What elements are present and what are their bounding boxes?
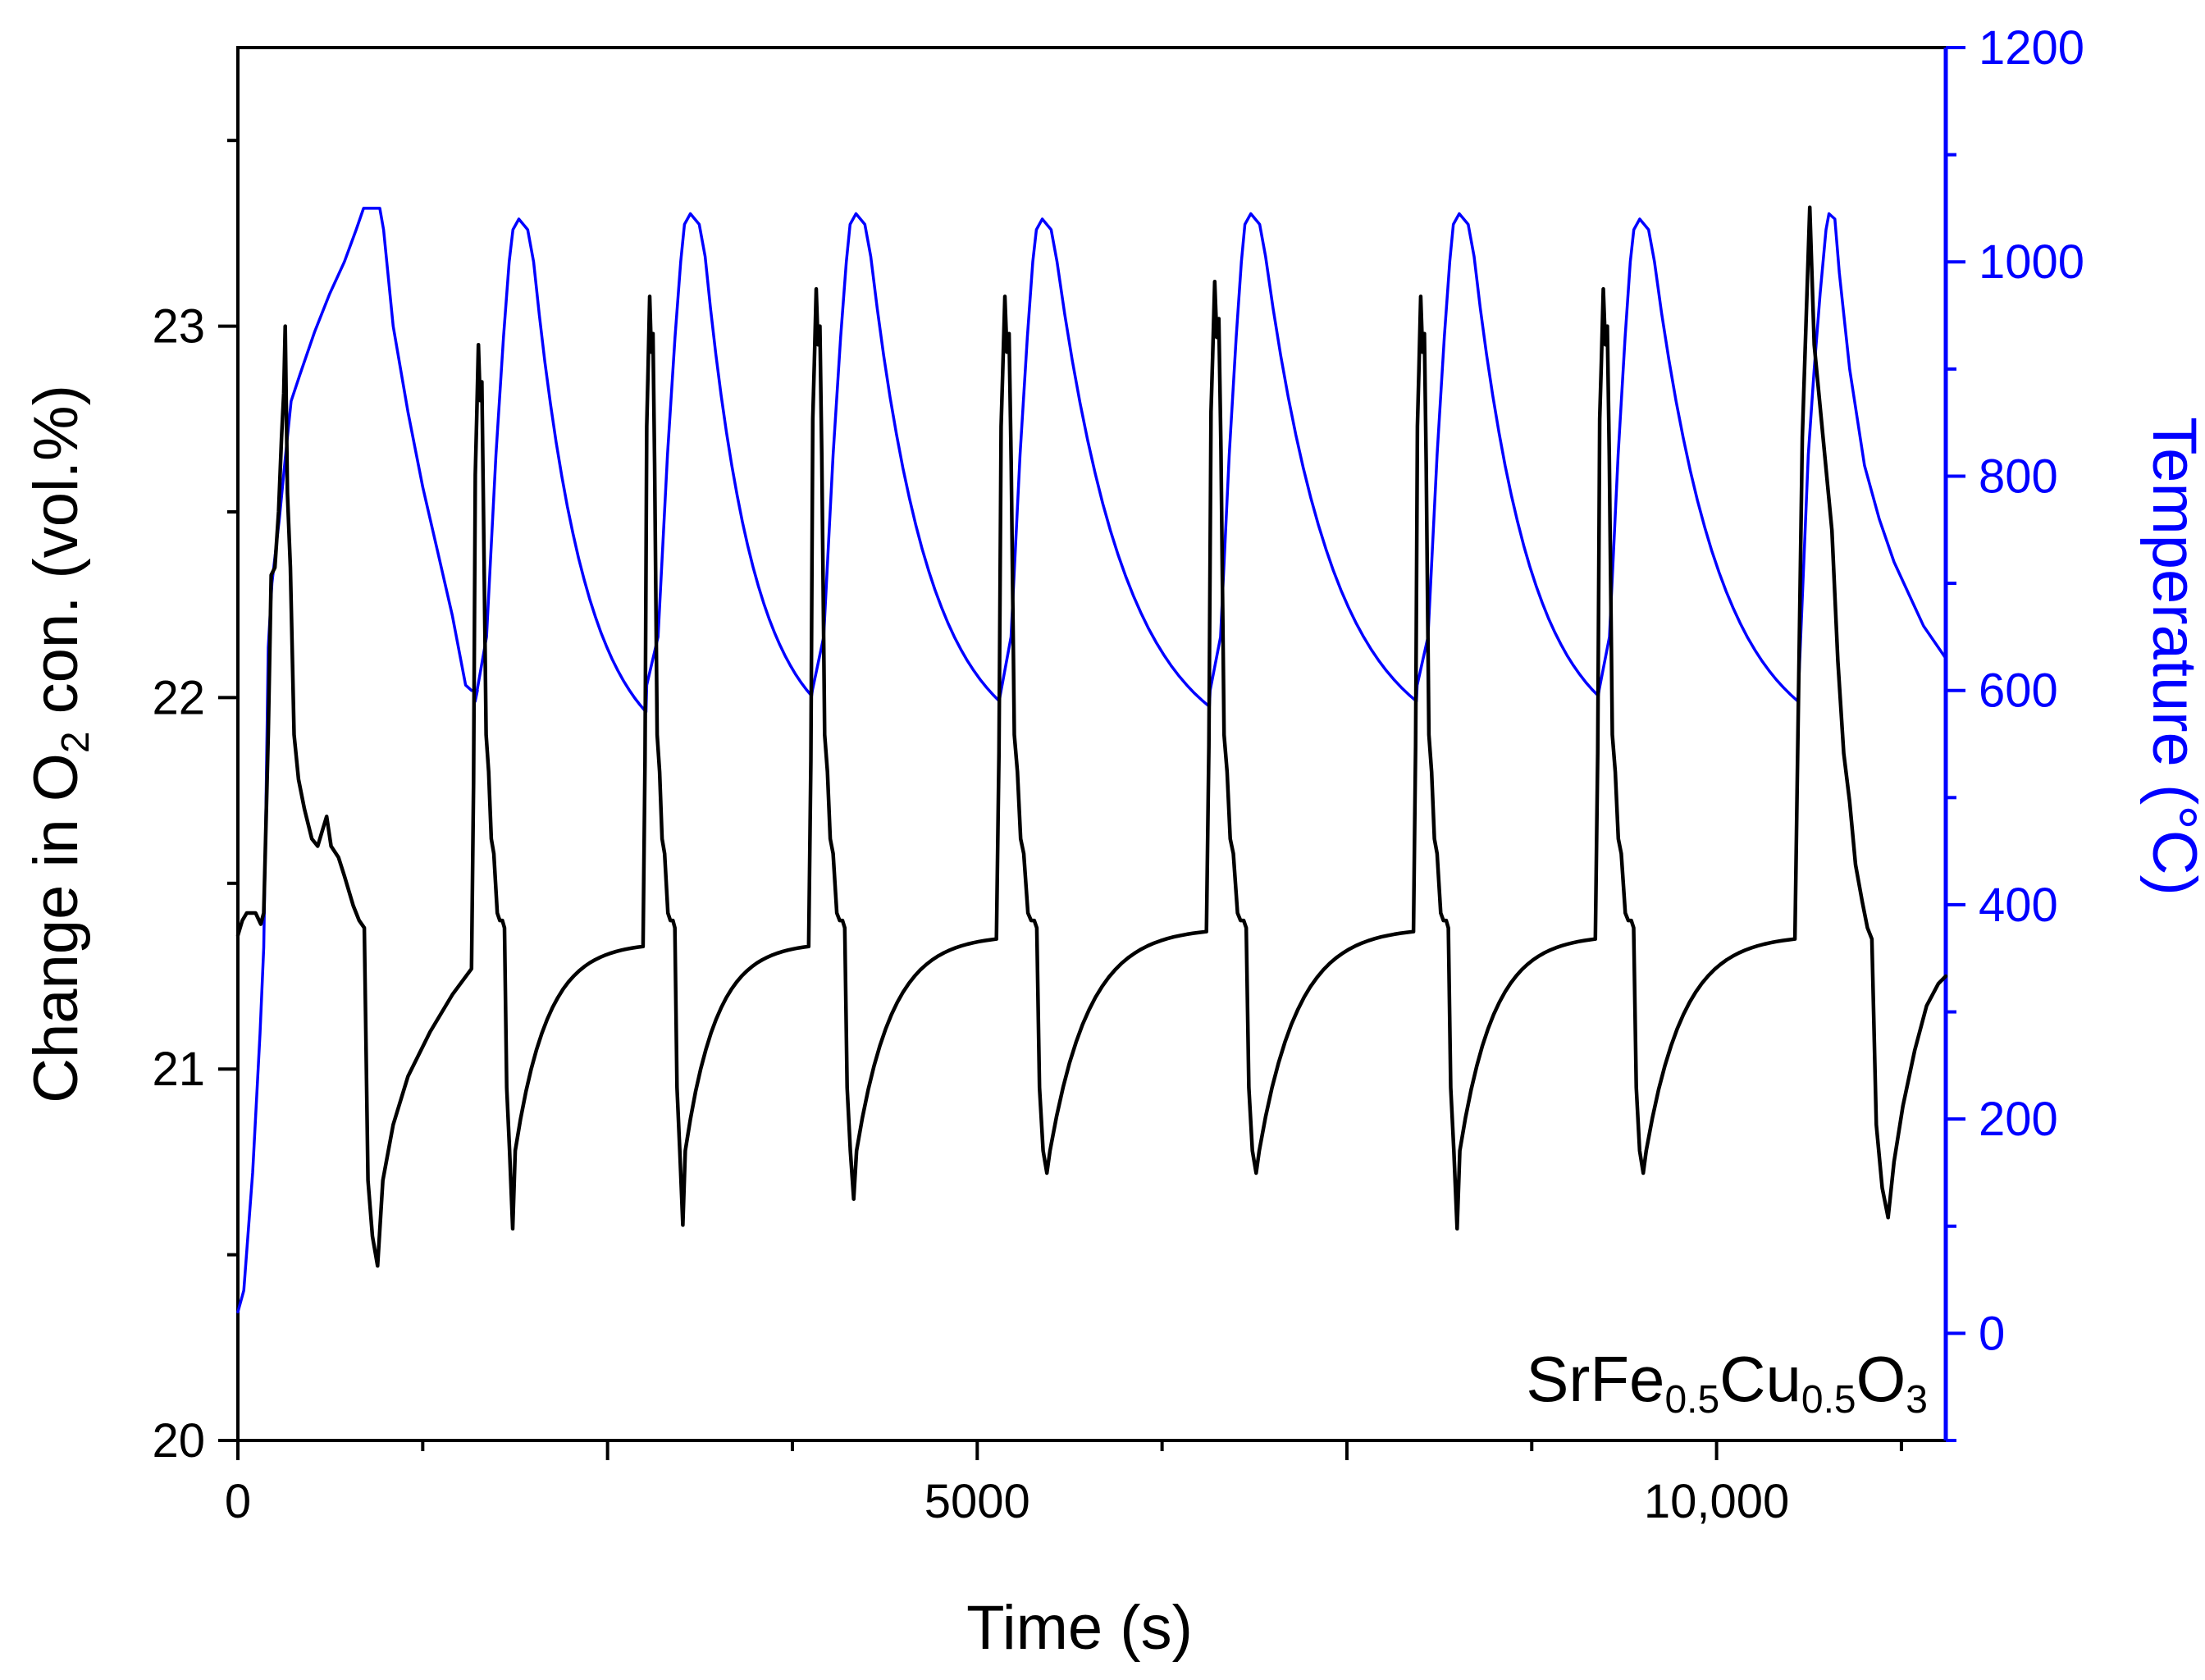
y-left-axis-title: Change in O2 con. (vol.%) [21, 385, 98, 1103]
y-left-title-part-2: con. (vol.%) [21, 385, 91, 731]
y-left-tick-label: 21 [152, 1043, 205, 1096]
series-layer [235, 205, 1948, 1314]
x-axis-ticks: 0 5000 10,000 [225, 1440, 1903, 1528]
y-left-ticks: 20 21 22 23 [152, 139, 238, 1468]
y-right-ticks: 0 200 400 600 800 1000 1200 [1946, 21, 2084, 1442]
o2-concentration-series-line [235, 205, 1948, 1268]
y-left-tick-label: 22 [152, 671, 205, 724]
compound-annotation: SrFe0.5Cu0.5O3 [1526, 1343, 1928, 1422]
annotation-sub-1: 0.5 [1664, 1378, 1719, 1422]
x-tick-label: 5000 [924, 1475, 1030, 1528]
x-axis-title: Time (s) [966, 1593, 1193, 1663]
annotation-part-3: O [1856, 1343, 1906, 1415]
y-left-tick-label: 20 [152, 1414, 205, 1468]
y-right-tick-label: 200 [1979, 1093, 2058, 1146]
y-right-tick-label: 1200 [1979, 21, 2084, 75]
x-tick-label: 10,000 [1644, 1475, 1789, 1528]
annotation-part-1: SrFe [1526, 1343, 1664, 1415]
x-tick-label: 0 [225, 1475, 251, 1528]
annotation-sub-2: 0.5 [1801, 1378, 1856, 1422]
y-right-tick-label: 0 [1979, 1307, 2005, 1360]
temperature-series-line [236, 207, 1947, 1314]
y-right-tick-label: 600 [1979, 664, 2058, 718]
y-left-title-sub: 2 [54, 731, 98, 753]
annotation-sub-3: 3 [1906, 1378, 1928, 1422]
y-right-tick-label: 800 [1979, 450, 2058, 503]
y-right-tick-label: 1000 [1979, 235, 2084, 289]
y-left-title-part-1: Change in O [21, 753, 91, 1103]
y-right-axis-title: Temperature (°C) [2139, 417, 2205, 896]
annotation-part-2: Cu [1719, 1343, 1801, 1415]
plot-frame [236, 46, 1947, 1442]
y-right-tick-label: 400 [1979, 879, 2058, 932]
y-left-tick-label: 23 [152, 300, 205, 354]
